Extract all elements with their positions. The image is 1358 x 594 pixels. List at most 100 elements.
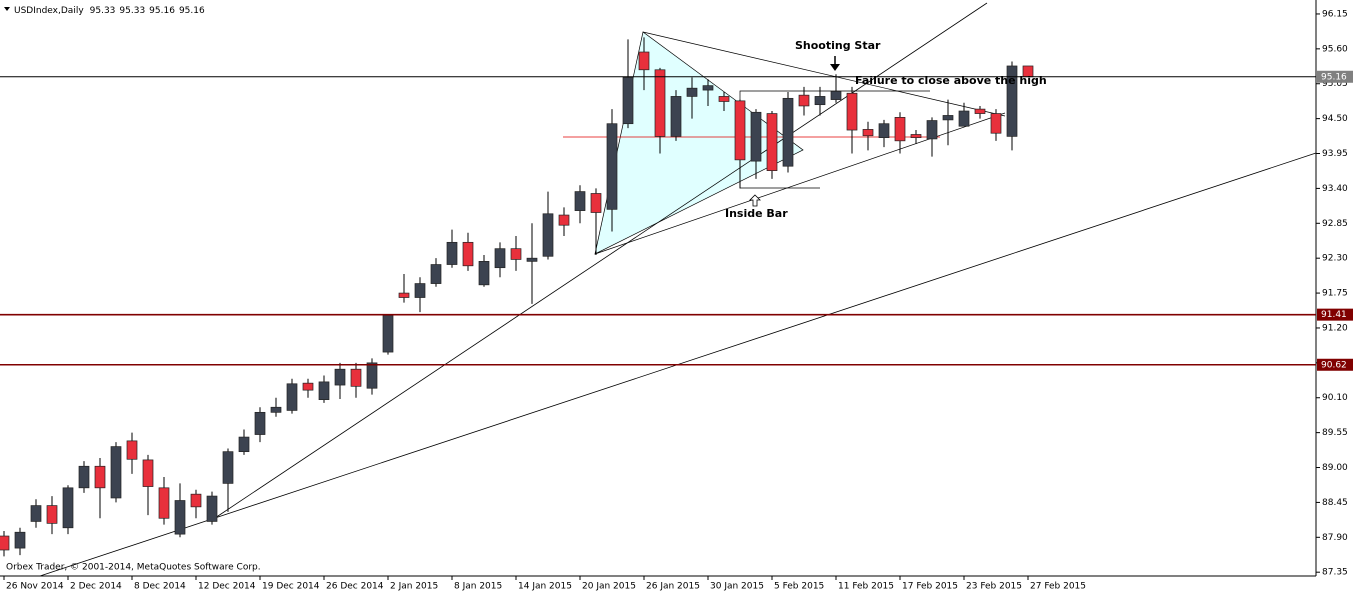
candle-body bbox=[510, 248, 522, 260]
candle-body bbox=[990, 113, 1002, 134]
candle-body bbox=[926, 120, 938, 140]
candle-body bbox=[782, 97, 794, 167]
candle-body bbox=[430, 264, 442, 284]
candle-body bbox=[30, 505, 42, 522]
candle-body bbox=[638, 51, 650, 71]
y-tick-label: 95.60 bbox=[1322, 44, 1348, 54]
candle-body bbox=[1006, 65, 1018, 137]
header-low: 95.16 bbox=[149, 6, 175, 16]
candle-body bbox=[798, 94, 810, 107]
annotation: Inside Bar bbox=[725, 207, 788, 220]
candle-body bbox=[286, 383, 298, 411]
y-tick-label: 94.50 bbox=[1322, 114, 1348, 124]
x-tick-label: 12 Dec 2014 bbox=[198, 582, 256, 592]
header-high: 95.33 bbox=[119, 6, 145, 16]
header-close: 95.16 bbox=[179, 6, 205, 16]
x-tick-label: 20 Jan 2015 bbox=[582, 582, 636, 592]
annotation: Shooting Star bbox=[795, 39, 881, 52]
candle-body bbox=[462, 241, 474, 267]
candle-body bbox=[414, 283, 426, 298]
arrow bbox=[749, 194, 761, 207]
candle-body bbox=[622, 77, 634, 125]
candle-body bbox=[734, 100, 746, 161]
header-icon bbox=[4, 7, 10, 11]
candle-body bbox=[702, 85, 714, 91]
trend-line bbox=[642, 31, 1006, 117]
candle-body bbox=[174, 500, 186, 535]
y-tick-label: 93.40 bbox=[1322, 184, 1348, 194]
x-tick-label: 30 Jan 2015 bbox=[710, 582, 764, 592]
price-label: 90.62 bbox=[1321, 360, 1347, 370]
y-tick-label: 92.85 bbox=[1322, 219, 1348, 229]
candle-body bbox=[78, 465, 90, 489]
candle-body bbox=[318, 381, 330, 400]
candle-body bbox=[478, 261, 490, 286]
footer: Orbex Trader, © 2001-2014, MetaQuotes So… bbox=[6, 563, 261, 573]
candle-body bbox=[830, 90, 842, 100]
candle-body bbox=[94, 465, 106, 489]
candle-body bbox=[846, 92, 858, 131]
candle-body bbox=[142, 459, 154, 487]
y-tick-label: 92.30 bbox=[1322, 254, 1348, 264]
header: USDIndex,Daily 95.33 95.33 95.16 95.16 bbox=[14, 6, 205, 16]
candle-body bbox=[254, 411, 266, 435]
x-tick-label: 26 Dec 2014 bbox=[326, 582, 384, 592]
price-label: 91.41 bbox=[1321, 310, 1347, 320]
candle-body bbox=[110, 446, 122, 499]
x-tick-label: 8 Jan 2015 bbox=[454, 582, 502, 592]
candle-body bbox=[910, 134, 922, 139]
candle-body bbox=[766, 113, 778, 171]
candle-body bbox=[814, 96, 826, 106]
candle-body bbox=[526, 257, 538, 262]
candle-body bbox=[718, 96, 730, 102]
candle-body bbox=[270, 406, 282, 413]
x-tick-label: 8 Dec 2014 bbox=[134, 582, 186, 592]
x-tick-label: 19 Dec 2014 bbox=[262, 582, 320, 592]
triangle bbox=[594, 31, 804, 255]
x-tick-label: 26 Nov 2014 bbox=[6, 582, 64, 592]
candle-body bbox=[238, 436, 250, 453]
y-tick-label: 87.35 bbox=[1322, 568, 1348, 578]
candle-body bbox=[62, 487, 74, 529]
y-tick-label: 96.15 bbox=[1322, 9, 1348, 19]
arrow bbox=[830, 64, 840, 71]
candles bbox=[0, 37, 1034, 557]
price-label: 95.16 bbox=[1321, 72, 1347, 82]
candle-body bbox=[942, 115, 954, 121]
candle-body bbox=[350, 368, 362, 387]
price-label-box bbox=[1317, 70, 1353, 83]
candle-body bbox=[974, 108, 986, 114]
candle-body bbox=[574, 191, 586, 211]
candle-body bbox=[494, 248, 506, 269]
candle-body bbox=[46, 505, 58, 524]
y-tick-label: 91.75 bbox=[1322, 289, 1348, 299]
candle-body bbox=[686, 87, 698, 97]
candle-body bbox=[670, 96, 682, 137]
y-tick-label: 90.10 bbox=[1322, 393, 1348, 403]
candle-body bbox=[158, 487, 170, 519]
candle-body bbox=[958, 110, 970, 127]
candle-body bbox=[606, 123, 618, 210]
candle-body bbox=[750, 111, 762, 162]
y-tick-label: 91.20 bbox=[1322, 323, 1348, 333]
candle-body bbox=[190, 493, 202, 508]
candle-body bbox=[878, 123, 890, 139]
candle-body bbox=[542, 213, 554, 257]
candle-body bbox=[366, 362, 378, 389]
price-label-box bbox=[1317, 358, 1353, 371]
candle-body bbox=[558, 214, 570, 226]
symbol: USDIndex,Daily bbox=[14, 6, 84, 16]
x-tick-label: 2 Jan 2015 bbox=[390, 582, 438, 592]
candle-body bbox=[654, 69, 666, 137]
y-tick-label: 88.45 bbox=[1322, 498, 1348, 508]
y-tick-label: 87.90 bbox=[1322, 533, 1348, 543]
x-tick-label: 11 Feb 2015 bbox=[838, 582, 894, 592]
candle-body bbox=[862, 129, 874, 137]
trend-line bbox=[214, 2, 988, 519]
y-tick-label: 89.00 bbox=[1322, 463, 1348, 473]
candle-body bbox=[126, 440, 138, 460]
price-label-box bbox=[1317, 308, 1353, 321]
header-open: 95.33 bbox=[90, 6, 116, 16]
x-tick-label: 26 Jan 2015 bbox=[646, 582, 700, 592]
